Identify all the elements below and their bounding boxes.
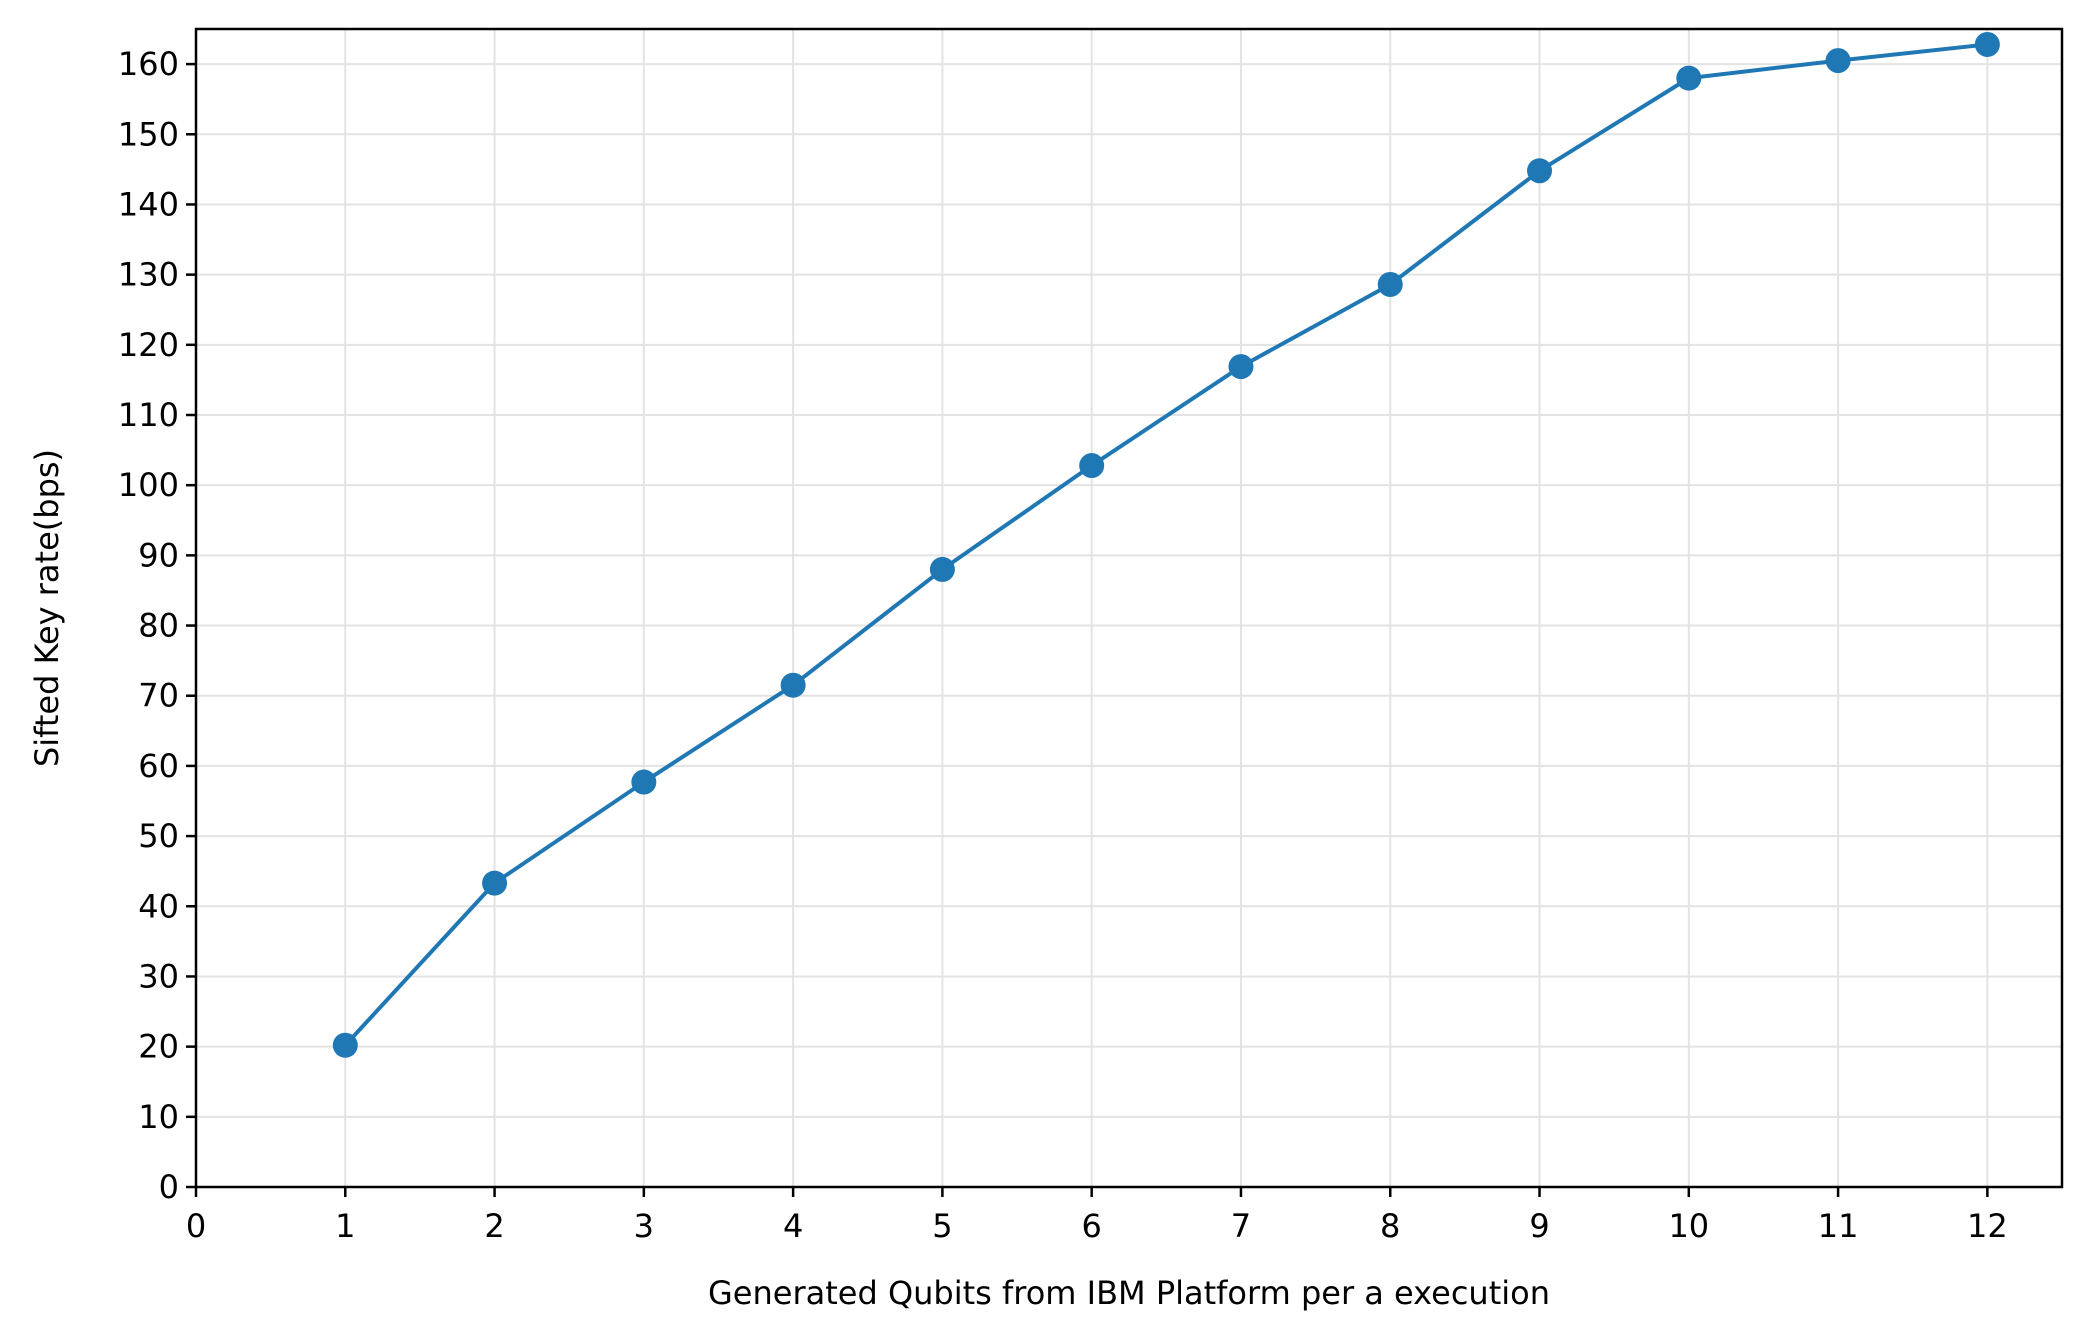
y-tick-label: 0 [159, 1168, 179, 1206]
x-tick-label: 11 [1818, 1207, 1859, 1245]
y-tick-label: 120 [118, 326, 179, 364]
y-tick-label: 40 [138, 887, 179, 925]
x-tick-label: 3 [634, 1207, 654, 1245]
series-layer [332, 31, 2000, 1058]
x-tick-label: 6 [1082, 1207, 1102, 1245]
plot-area-frame [194, 27, 2064, 1189]
x-tick-label: 8 [1380, 1207, 1400, 1245]
x-axis-ticks: 0 1 2 3 4 5 6 7 8 9 10 11 12 [186, 1187, 2008, 1245]
y-tick-label: 50 [138, 817, 179, 855]
data-point [1825, 48, 1851, 74]
y-tick-label: 30 [138, 957, 179, 995]
x-tick-label: 7 [1231, 1207, 1251, 1245]
x-tick-label: 0 [186, 1207, 206, 1245]
y-axis-ticks: 0 10 20 30 40 50 60 70 80 90 100 110 120 130 140 150 160 [118, 45, 196, 1206]
data-point [482, 870, 508, 896]
y-tick-label: 140 [118, 185, 179, 223]
y-tick-label: 60 [138, 747, 179, 785]
y-tick-label: 90 [138, 536, 179, 574]
y-tick-label: 10 [138, 1098, 179, 1136]
x-tick-label: 4 [783, 1207, 803, 1245]
x-tick-label: 10 [1668, 1207, 1709, 1245]
grid [195, 29, 2062, 1188]
data-point [929, 556, 955, 582]
x-tick-label: 12 [1967, 1207, 2008, 1245]
data-point [780, 672, 806, 698]
x-axis-label: Generated Qubits from IBM Platform per a… [708, 1274, 1550, 1312]
y-tick-label: 160 [118, 45, 179, 83]
y-tick-label: 20 [138, 1028, 179, 1066]
x-tick-label: 1 [335, 1207, 355, 1245]
y-axis-label: Sifted Key rate(bps) [28, 449, 66, 767]
x-tick-label: 5 [932, 1207, 952, 1245]
x-tick-label: 9 [1529, 1207, 1549, 1245]
data-point [1079, 453, 1105, 479]
y-tick-label: 110 [118, 396, 179, 434]
y-tick-label: 150 [118, 115, 179, 153]
y-tick-label: 70 [138, 677, 179, 715]
data-point [631, 769, 657, 795]
data-point [1676, 65, 1702, 91]
y-tick-label: 130 [118, 256, 179, 294]
data-point [332, 1032, 358, 1058]
series-line [343, 42, 1990, 1048]
data-point [1527, 158, 1553, 184]
data-point [1377, 271, 1403, 297]
data-point [1228, 354, 1254, 380]
y-tick-label: 80 [138, 607, 179, 645]
y-tick-label: 100 [118, 466, 179, 504]
x-tick-label: 2 [484, 1207, 504, 1245]
data-point [1974, 31, 2000, 57]
